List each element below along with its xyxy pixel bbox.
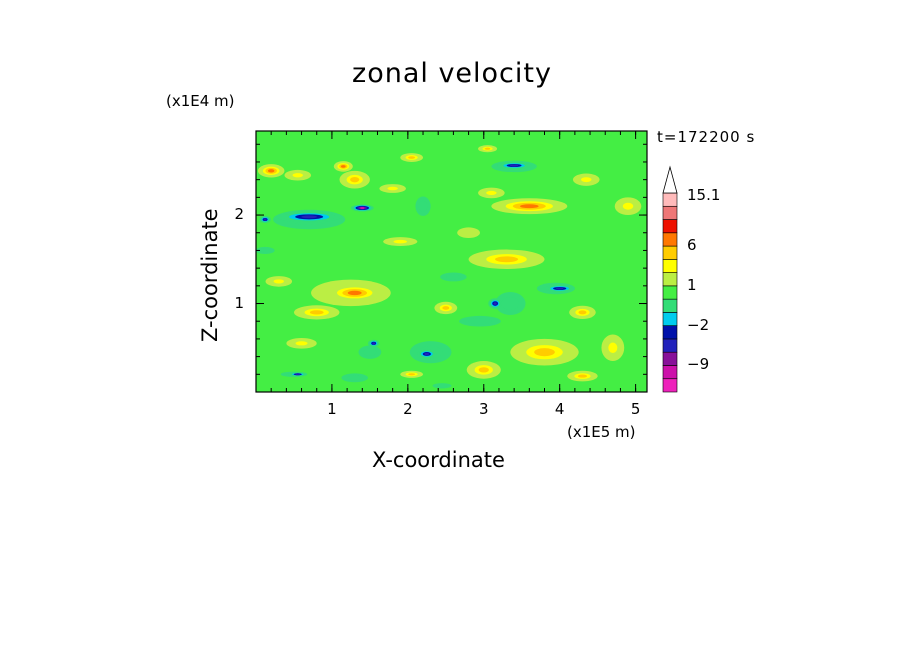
contour-band: [259, 248, 271, 253]
colorbar-label: 6: [687, 236, 697, 255]
contour-band: [363, 348, 377, 356]
contour-band: [555, 287, 564, 290]
x-tick-label: 5: [630, 400, 641, 418]
colorbar-label: 1: [687, 275, 697, 294]
contour-band: [424, 352, 430, 356]
contour-band: [578, 310, 587, 315]
colorbar-segment: [662, 378, 678, 393]
contour-band: [495, 256, 519, 263]
colorbar: [662, 165, 678, 393]
colorbar-label: −9: [687, 355, 710, 374]
x-axis-multiplier: (x1E5 m): [567, 423, 636, 441]
plot-frame: [255, 130, 648, 393]
contour-band: [393, 239, 407, 244]
x-tick-label: 2: [403, 400, 413, 418]
contour-band: [360, 206, 365, 209]
contour-band: [408, 156, 416, 159]
contour-band: [577, 374, 588, 378]
contour-band: [520, 204, 539, 209]
contour-band: [436, 384, 448, 388]
colorbar-segment: [662, 351, 678, 366]
x-axis-label: X-coordinate: [372, 448, 505, 472]
colorbar-segment: [662, 205, 678, 220]
contour-band: [387, 186, 398, 191]
contour-band: [350, 176, 360, 183]
colorbar-segment: [662, 259, 678, 273]
time-label: t=172200 s: [657, 128, 756, 146]
contour-band: [581, 177, 592, 183]
colorbar-segment: [662, 232, 678, 247]
contour-band: [301, 215, 318, 219]
contour-band: [263, 218, 267, 221]
contour-band: [493, 302, 497, 305]
contour-band: [340, 165, 346, 168]
colorbar-segment: [662, 219, 678, 234]
contour-band: [418, 200, 428, 212]
contour-band: [486, 190, 497, 196]
contour-band: [347, 290, 362, 296]
x-tick-label: 4: [554, 400, 565, 418]
colorbar-extend-arrow: [662, 165, 678, 194]
contour-band: [372, 342, 376, 345]
contour-band: [478, 367, 489, 373]
contour-band: [462, 229, 476, 236]
contour-band: [309, 310, 324, 315]
colorbar-label: −2: [687, 315, 710, 334]
contour-band: [534, 348, 555, 357]
contour-band: [622, 202, 634, 210]
contour-band: [608, 342, 618, 353]
colorbar-segment: [662, 245, 678, 260]
contour-band: [442, 306, 450, 310]
contour-band: [295, 373, 301, 376]
colorbar-segment: [662, 338, 678, 353]
colorbar-segment: [662, 365, 678, 380]
colorbar-segment: [662, 272, 678, 287]
contour-band: [273, 279, 285, 284]
contour-band: [509, 164, 519, 167]
colorbar-segment: [662, 192, 678, 207]
axis-ticks: [256, 131, 647, 392]
y-tick-label: 1: [234, 293, 244, 312]
contour-band: [484, 147, 491, 150]
contour-band: [408, 373, 416, 376]
field-background: [256, 131, 647, 392]
chart-title: zonal velocity: [352, 58, 552, 89]
colorbar-segment: [662, 298, 678, 313]
x-tick-label: 3: [478, 400, 489, 418]
colorbar-segment: [662, 325, 678, 340]
colorbar-label: 15.1: [687, 186, 721, 204]
y-axis-multiplier: (x1E4 m): [166, 92, 235, 110]
contour-band: [347, 375, 363, 381]
contour-band: [292, 173, 303, 178]
x-tick-label: 1: [327, 400, 337, 418]
contour-band: [468, 318, 492, 325]
contour-band: [267, 169, 275, 173]
contour-band: [445, 274, 461, 280]
contour-band: [295, 341, 308, 346]
contour-field: [256, 131, 647, 392]
colorbar-segment: [662, 285, 678, 300]
contour-band: [501, 297, 519, 311]
y-tick-label: 2: [234, 205, 244, 224]
colorbar-segment: [662, 312, 678, 326]
